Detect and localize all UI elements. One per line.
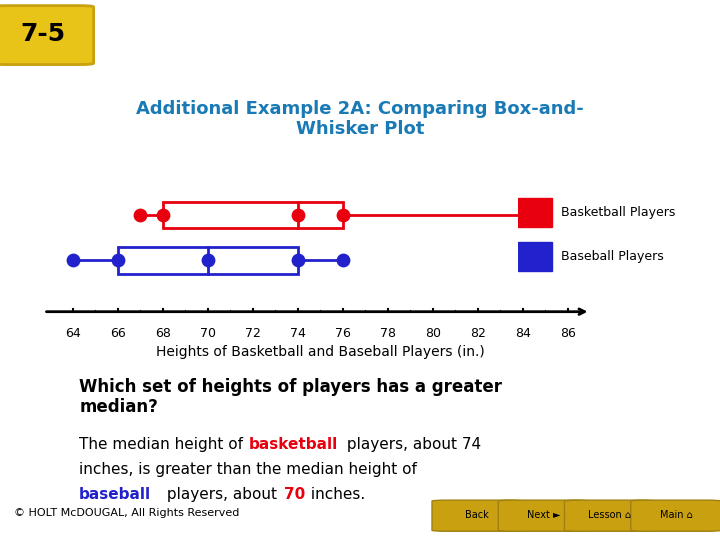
Text: 80: 80 — [425, 327, 441, 340]
Text: 66: 66 — [110, 327, 126, 340]
Text: 70: 70 — [200, 327, 216, 340]
Text: Use the box-and-whisker plots below to answer each
question.: Use the box-and-whisker plots below to a… — [58, 167, 512, 199]
Bar — [118, 247, 298, 273]
Text: inches, is greater than the median height of: inches, is greater than the median heigh… — [79, 462, 417, 477]
Text: 7-5: 7-5 — [21, 22, 66, 46]
Text: 64: 64 — [65, 327, 81, 340]
Text: 76: 76 — [335, 327, 351, 340]
Point — [337, 211, 348, 219]
Text: 84: 84 — [515, 327, 531, 340]
Text: 82: 82 — [470, 327, 486, 340]
Point — [135, 211, 146, 219]
Text: basketball: basketball — [248, 437, 338, 451]
Point — [157, 211, 168, 219]
Bar — [518, 242, 552, 271]
Point — [112, 256, 124, 265]
Text: Lesson ⌂: Lesson ⌂ — [588, 510, 631, 519]
Text: © HOLT McDOUGAL, All Rights Reserved: © HOLT McDOUGAL, All Rights Reserved — [14, 508, 240, 518]
Text: 86: 86 — [560, 327, 576, 340]
Bar — [163, 201, 343, 228]
Text: Box-and-Whisker Plots: Box-and-Whisker Plots — [241, 19, 594, 48]
Text: 70: 70 — [284, 487, 306, 502]
Point — [292, 256, 304, 265]
FancyBboxPatch shape — [498, 500, 588, 531]
Text: players, about: players, about — [162, 487, 282, 502]
Point — [67, 256, 78, 265]
Point — [540, 211, 552, 219]
Point — [292, 211, 304, 219]
Text: Heights of Basketball and Baseball Players (in.): Heights of Basketball and Baseball Playe… — [156, 345, 485, 359]
Text: Additional Example 2A: Comparing Box-and-
Whisker Plot: Additional Example 2A: Comparing Box-and… — [136, 100, 584, 138]
Text: 68: 68 — [155, 327, 171, 340]
FancyBboxPatch shape — [0, 5, 94, 65]
Text: 74: 74 — [290, 327, 306, 340]
Text: Back: Back — [466, 510, 489, 519]
Text: Baseball Players: Baseball Players — [562, 250, 665, 263]
Text: 72: 72 — [245, 327, 261, 340]
Text: baseball: baseball — [79, 487, 151, 502]
FancyBboxPatch shape — [432, 500, 522, 531]
Text: 78: 78 — [380, 327, 396, 340]
Text: The median height of: The median height of — [79, 437, 248, 451]
Point — [202, 256, 214, 265]
Text: Next ►: Next ► — [527, 510, 560, 519]
Bar — [518, 198, 552, 227]
Text: inches.: inches. — [306, 487, 365, 502]
Text: Basketball Players: Basketball Players — [562, 206, 676, 219]
Point — [337, 256, 348, 265]
FancyBboxPatch shape — [564, 500, 654, 531]
Text: Main ⌂: Main ⌂ — [660, 510, 693, 519]
FancyBboxPatch shape — [631, 500, 720, 531]
Text: players, about 74: players, about 74 — [342, 437, 481, 451]
Text: Which set of heights of players has a greater
median?: Which set of heights of players has a gr… — [79, 377, 503, 416]
